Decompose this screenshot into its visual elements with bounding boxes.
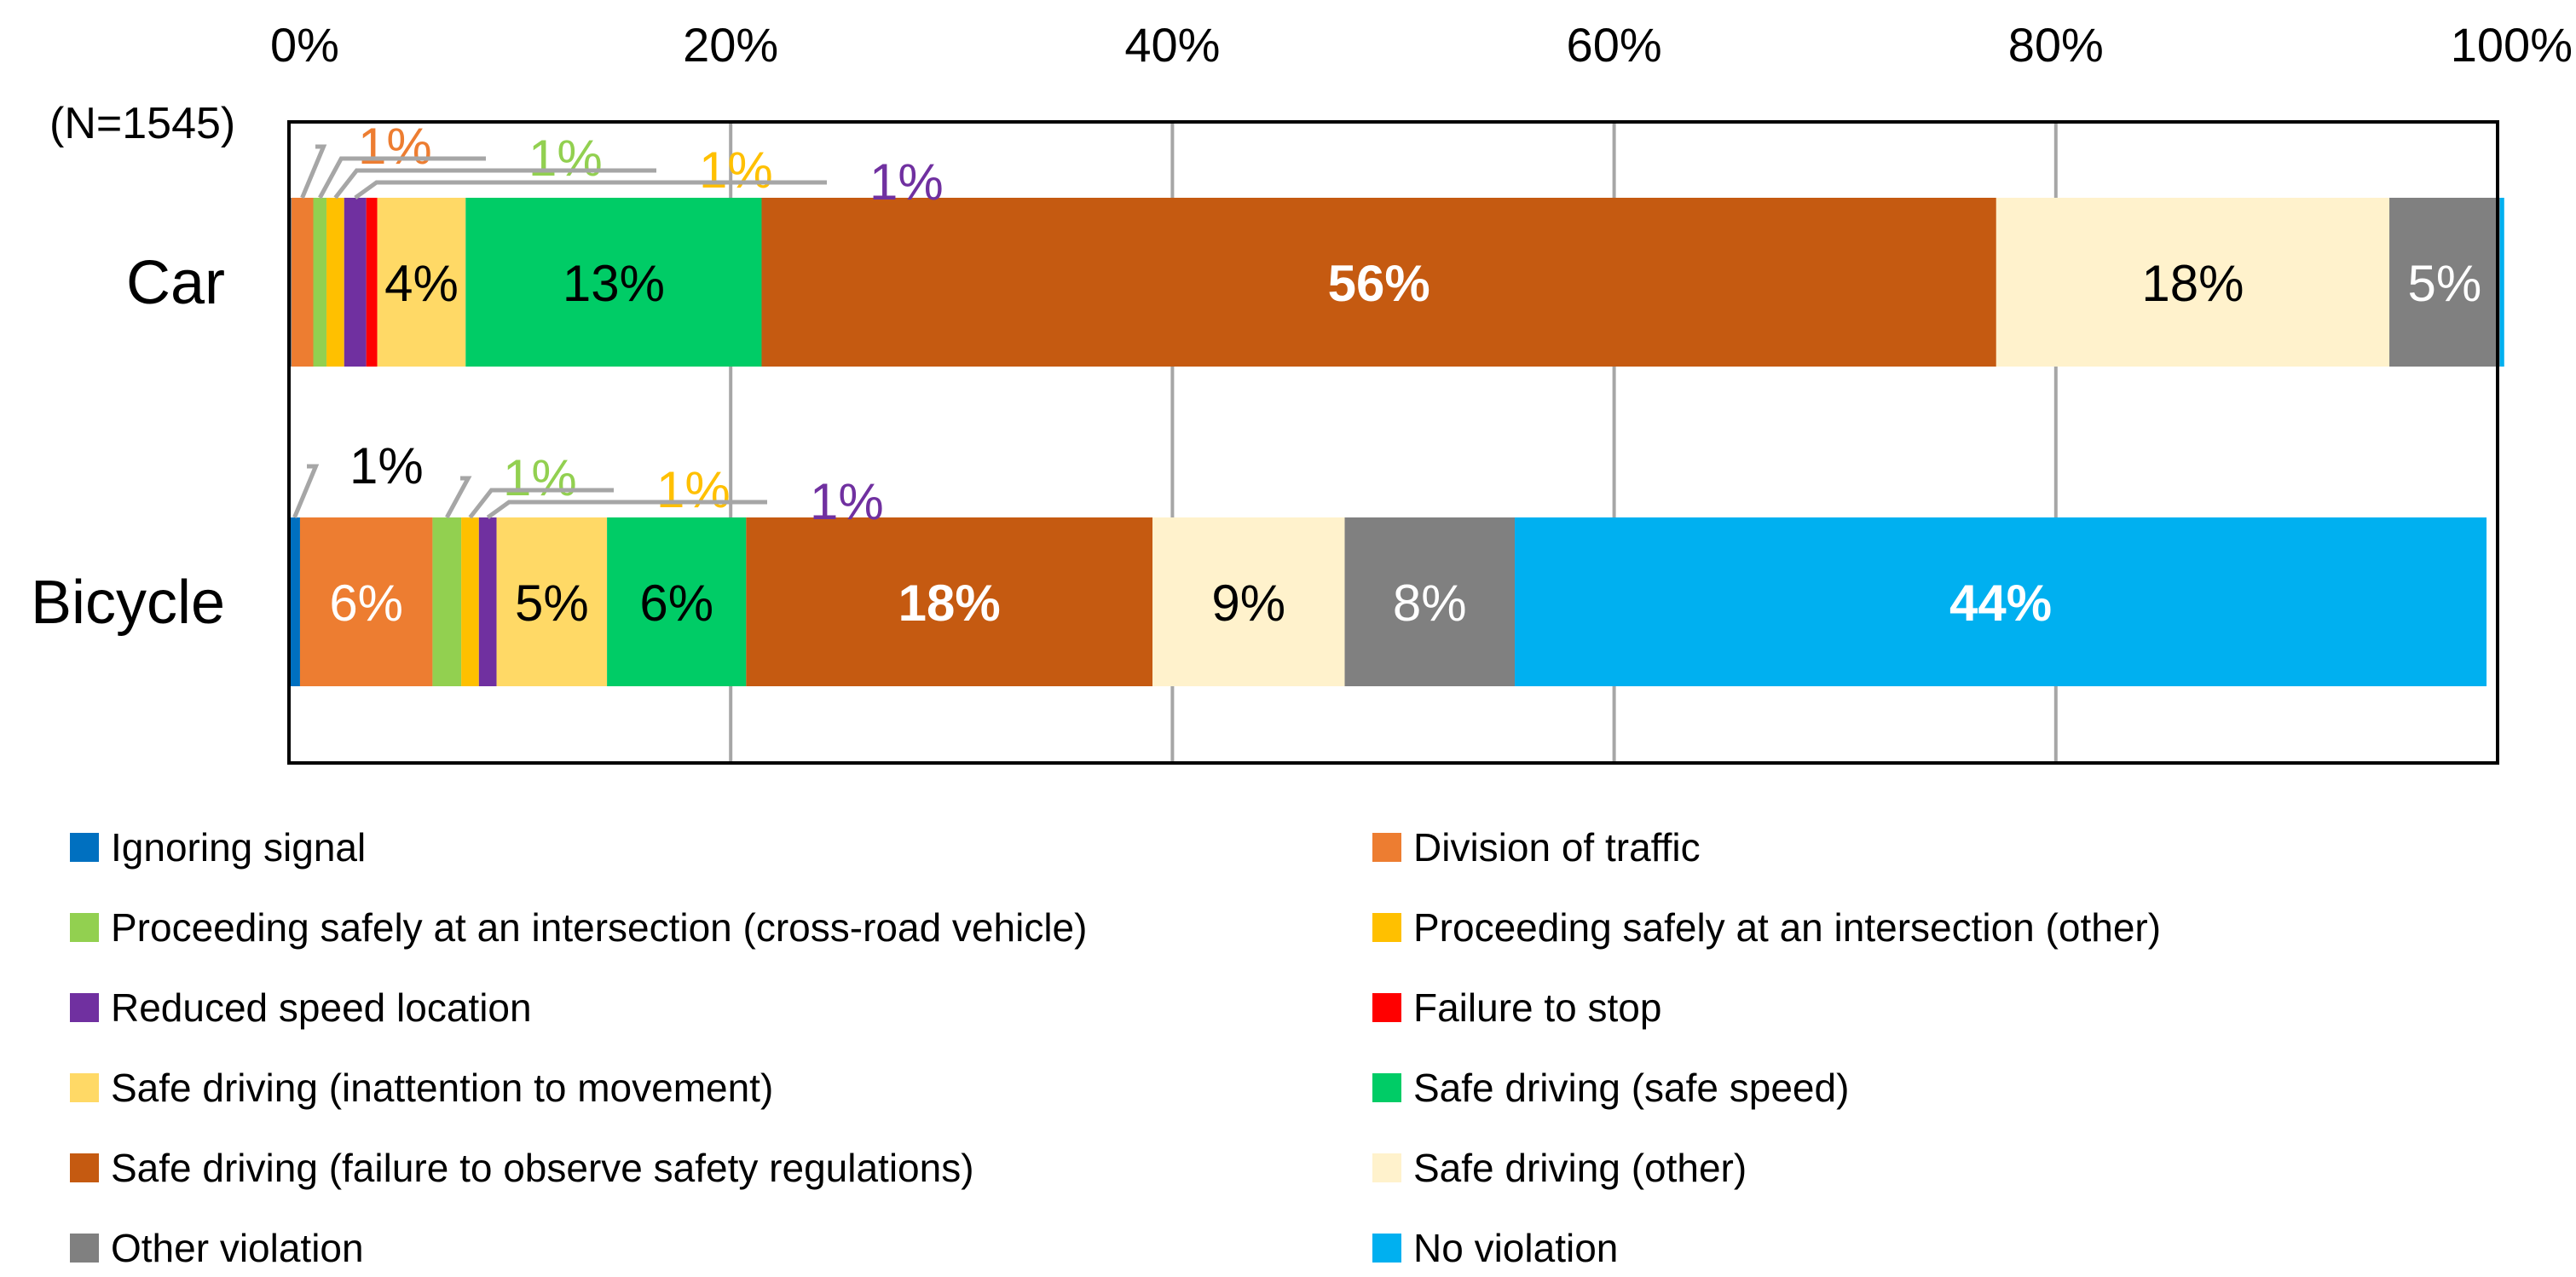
- bar-car-safe-driving-failure-to-observe-safety-regulations: [761, 198, 1996, 367]
- segment-label: 56%: [1328, 255, 1430, 312]
- bar-bicycle-safe-driving-other: [1152, 517, 1345, 686]
- bars: [289, 198, 2504, 686]
- callout-labels: 1% 1% 1% 1% 1% 1% 1% 1%: [292, 118, 944, 530]
- bar-bicycle-proceeding-safely-at-an-intersection-other: [461, 517, 479, 686]
- bar-car-safe-driving-other: [1996, 198, 2390, 367]
- x-tick-label: 60%: [1567, 18, 1662, 72]
- callout-label: 1%: [528, 130, 603, 187]
- legend: Ignoring signal Division of traffic Procee…: [70, 825, 2161, 1270]
- legend-label-proceeding-safely-at-an-intersection-cross-road-vehicle: Proceeding safely at an intersection (cr…: [111, 905, 1087, 950]
- legend-swatch-safe-driving-safe-speed: [1372, 1073, 1401, 1102]
- bar-car-other-violation: [2389, 198, 2500, 367]
- legend-swatch-safe-driving-other: [1372, 1153, 1401, 1182]
- callout-label: 1%: [810, 473, 884, 530]
- legend-swatch-failure-to-stop: [1372, 993, 1401, 1022]
- segment-label: 44%: [1949, 575, 2052, 632]
- category-label-bicycle: Bicycle: [31, 569, 225, 637]
- legend-swatch-division-of-traffic: [1372, 833, 1401, 862]
- callout-label: 1%: [349, 437, 424, 494]
- sample-size-note: (N=1545): [49, 99, 235, 148]
- bar-car-safe-driving-safe-speed: [465, 198, 762, 367]
- bar-car-division-of-traffic: [291, 198, 314, 367]
- bar-bicycle-other-violation: [1344, 517, 1516, 686]
- x-tick-label: 0%: [270, 18, 339, 72]
- callout-label: 1%: [869, 153, 944, 211]
- segment-label: 18%: [2141, 255, 2244, 312]
- segment-label: 4%: [384, 255, 459, 312]
- bar-bicycle-safe-driving-inattention-to-movement: [496, 517, 608, 686]
- callout-leader-line: [300, 144, 327, 199]
- legend-label-division-of-traffic: Division of traffic: [1413, 825, 1701, 870]
- legend-swatch-other-violation: [70, 1234, 99, 1263]
- callout-leader-line: [318, 156, 486, 199]
- legend-label-safe-driving-failure-to-observe-safety-regulations: Safe driving (failure to observe safety …: [111, 1146, 974, 1190]
- x-axis-ticks: 0% 20% 40% 60% 80% 100%: [270, 18, 2573, 72]
- callout-label: 1%: [503, 449, 577, 506]
- segment-label: 6%: [639, 575, 713, 632]
- segment-label: 5%: [515, 575, 589, 632]
- segment-label: 9%: [1211, 575, 1285, 632]
- x-tick-label: 40%: [1124, 18, 1220, 72]
- segment-label: 13%: [563, 255, 665, 312]
- plot-border: [287, 120, 2499, 765]
- callout-leader-line: [354, 180, 827, 200]
- callout-label: 1%: [699, 142, 773, 199]
- legend-swatch-safe-driving-failure-to-observe-safety-regulations: [70, 1153, 99, 1182]
- bar-car-no-violation: [2499, 198, 2504, 367]
- legend-swatch-safe-driving-inattention-to-movement: [70, 1073, 99, 1102]
- bar-car-reduced-speed-location: [344, 198, 367, 367]
- bar-bicycle-reduced-speed-location: [478, 517, 497, 686]
- legend-swatch-proceeding-safely-at-an-intersection-other: [1372, 913, 1401, 942]
- segment-label: 5%: [2407, 255, 2481, 312]
- legend-swatch-reduced-speed-location: [70, 993, 99, 1022]
- bar-car-proceeding-safely-at-an-intersection-other: [326, 198, 344, 367]
- bar-bicycle-proceeding-safely-at-an-intersection-cross-road-vehicle: [432, 517, 462, 686]
- bar-bicycle-ignoring-signal: [289, 517, 300, 686]
- bar-bicycle-safe-driving-safe-speed: [607, 517, 747, 686]
- legend-label-ignoring-signal: Ignoring signal: [111, 825, 366, 870]
- callout-label: 1%: [656, 461, 731, 518]
- bar-car-failure-to-stop: [366, 198, 378, 367]
- category-labels: Car Bicycle: [31, 249, 225, 637]
- legend-label-safe-driving-safe-speed: Safe driving (safe speed): [1413, 1066, 1849, 1110]
- bar-car-proceeding-safely-at-an-intersection-cross-road-vehicle: [313, 198, 327, 367]
- legend-label-safe-driving-other: Safe driving (other): [1413, 1146, 1747, 1190]
- segment-label: 8%: [1393, 575, 1467, 632]
- bar-bicycle-division-of-traffic: [299, 517, 433, 686]
- x-tick-label: 80%: [2008, 18, 2104, 72]
- callout-leader-line: [486, 500, 767, 520]
- callout-leader-line: [292, 464, 320, 518]
- bar-bicycle-no-violation: [1515, 517, 2487, 686]
- legend-label-other-violation: Other violation: [111, 1226, 364, 1270]
- segment-label: 18%: [898, 575, 1001, 632]
- legend-label-proceeding-safely-at-an-intersection-other: Proceeding safely at an intersection (ot…: [1413, 905, 2161, 950]
- callout-leader-line: [445, 476, 472, 519]
- bar-car-safe-driving-inattention-to-movement: [377, 198, 466, 367]
- legend-swatch-no-violation: [1372, 1234, 1401, 1263]
- callout-leader-line: [333, 168, 656, 199]
- x-tick-label: 100%: [2451, 18, 2573, 72]
- plot-frame: [287, 120, 2499, 765]
- category-label-car: Car: [126, 249, 225, 317]
- legend-swatch-ignoring-signal: [70, 833, 99, 862]
- callout-label: 1%: [358, 118, 432, 175]
- bar-bicycle-safe-driving-failure-to-observe-safety-regulations: [746, 517, 1153, 686]
- segment-label: 6%: [329, 575, 403, 632]
- legend-label-no-violation: No violation: [1413, 1226, 1618, 1270]
- legend-swatch-proceeding-safely-at-an-intersection-cross-road-vehicle: [70, 913, 99, 942]
- x-tick-label: 20%: [683, 18, 778, 72]
- legend-label-failure-to-stop: Failure to stop: [1413, 985, 1661, 1030]
- legend-label-reduced-speed-location: Reduced speed location: [111, 985, 532, 1030]
- segment-labels: 4% 13% 56% 18% 5% 6% 5% 6% 18% 9% 8% 44%: [329, 255, 2481, 632]
- legend-label-safe-driving-inattention-to-movement: Safe driving (inattention to movement): [111, 1066, 773, 1110]
- callout-leader-line: [468, 488, 614, 519]
